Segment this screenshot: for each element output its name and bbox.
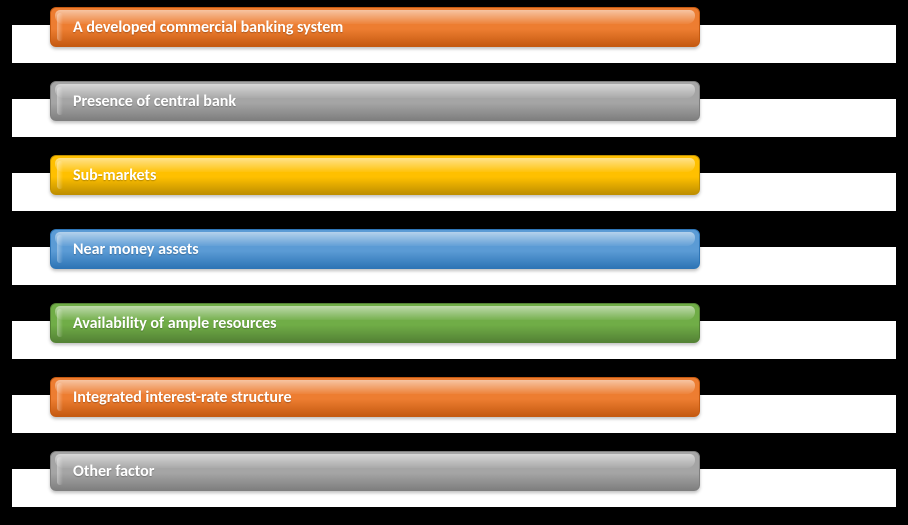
list-bar-label: Availability of ample resources	[73, 314, 277, 333]
list-bar: Near money assets	[50, 229, 700, 269]
list-bar-label: Integrated interest-rate structure	[73, 388, 292, 407]
list-bar: Sub-markets	[50, 155, 700, 195]
list-bar-label: A developed commercial banking system	[73, 18, 343, 37]
list-bar-label: Near money assets	[73, 240, 199, 259]
list-bar: Integrated interest-rate structure	[50, 377, 700, 417]
list-bar: A developed commercial banking system	[50, 7, 700, 47]
list-bar: Other factor	[50, 451, 700, 491]
list-bar-label: Presence of central bank	[73, 92, 236, 111]
list-bar-label: Sub-markets	[73, 166, 156, 185]
list-bar-label: Other factor	[73, 462, 154, 481]
list-bar: Availability of ample resources	[50, 303, 700, 343]
list-bar: Presence of central bank	[50, 81, 700, 121]
